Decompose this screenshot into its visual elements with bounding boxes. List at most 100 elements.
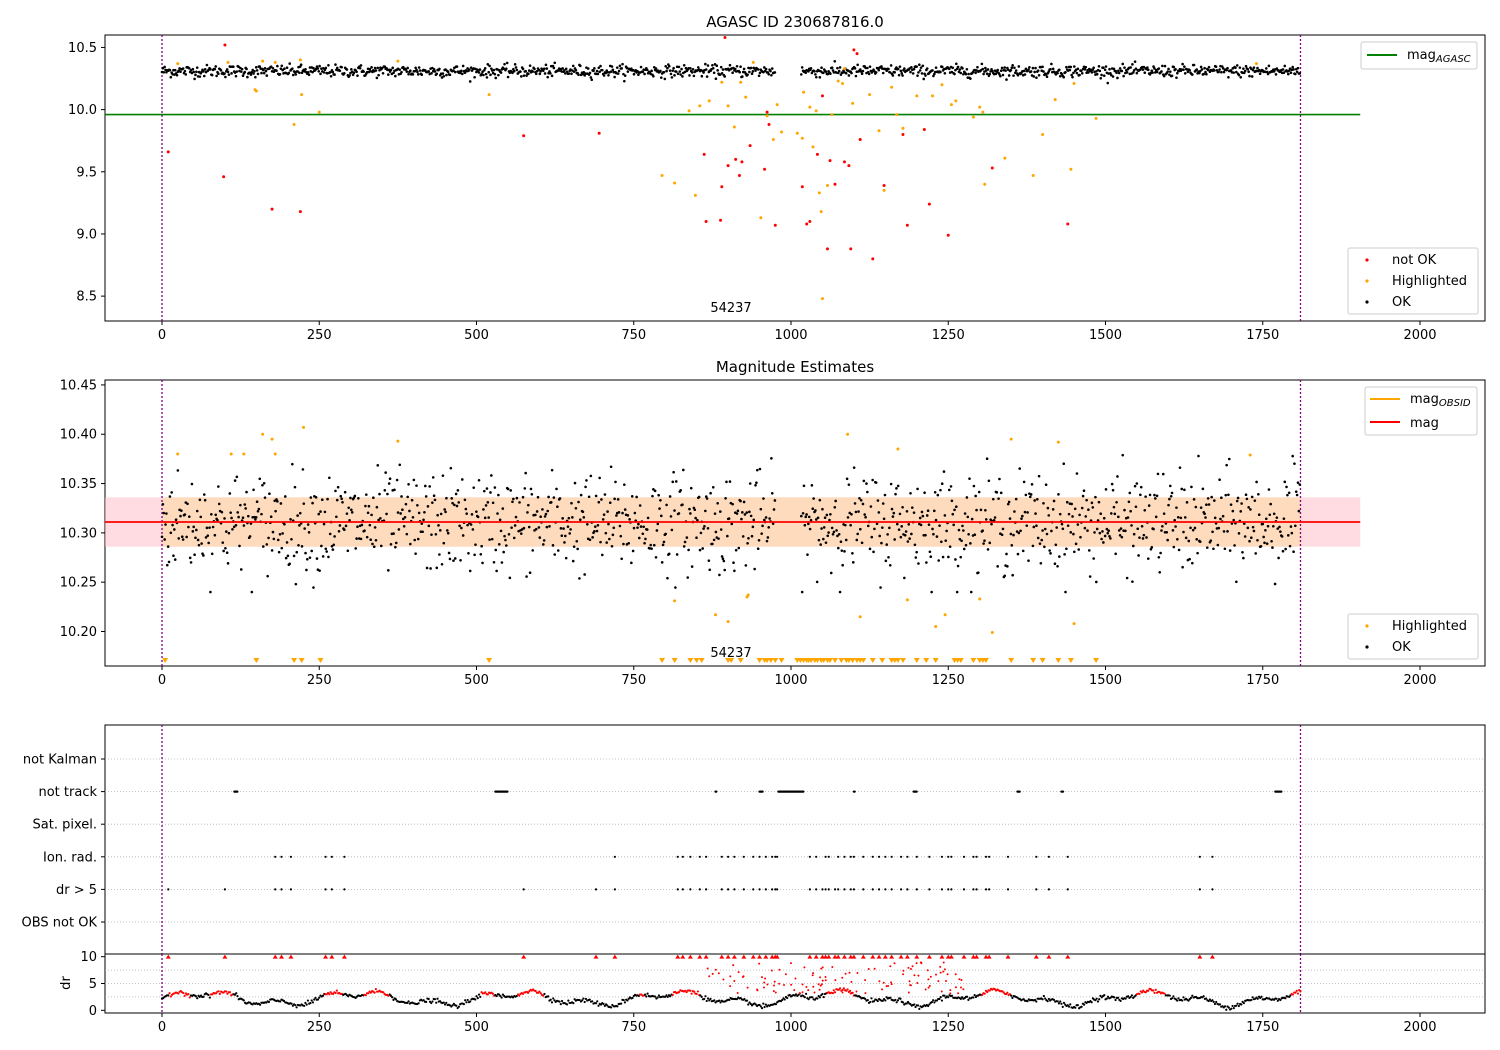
highlighted-point: [817, 191, 821, 195]
ok-point: [735, 512, 739, 515]
ok-point: [1295, 70, 1299, 74]
ok-point: [527, 503, 530, 507]
ok-point: [570, 72, 573, 75]
ok-point: [1042, 70, 1045, 73]
ok-point: [356, 525, 359, 529]
ok-point: [217, 72, 220, 76]
ok-point: [335, 498, 339, 502]
ok-point: [372, 496, 375, 500]
ok-point: [252, 488, 255, 492]
ok-point: [1258, 72, 1262, 76]
highlighted-point: [971, 115, 975, 119]
ok-point: [839, 540, 843, 544]
dr-ok-point: [763, 1005, 766, 1009]
ok-point: [932, 509, 936, 513]
ok-point: [1202, 72, 1206, 76]
ok-point: [224, 530, 228, 533]
ok-point: [298, 524, 301, 527]
ok-point: [1213, 499, 1216, 502]
ok-point: [1165, 530, 1169, 534]
ok-point: [1224, 493, 1228, 497]
dr-not-ok-point: [821, 966, 824, 969]
dr-ok-point: [242, 999, 245, 1002]
dr-ok-point: [927, 1004, 930, 1008]
clipped-highlighted-marker: [767, 658, 774, 663]
ok-point: [571, 64, 575, 68]
ok-point: [1189, 526, 1192, 530]
ok-point: [912, 67, 916, 71]
ok-point: [411, 73, 415, 76]
highlighted-point: [802, 90, 806, 94]
ok-point: [465, 512, 468, 515]
dr-ok-point: [235, 992, 238, 995]
ok-point: [519, 75, 523, 78]
dr-ok-point: [1026, 1000, 1029, 1003]
ok-point: [167, 560, 171, 564]
ok-point: [258, 65, 262, 68]
ok-point: [1102, 541, 1105, 544]
ok-point: [193, 77, 196, 81]
ok-point: [1133, 60, 1137, 63]
ok-point: [881, 502, 885, 505]
dr-ok-point: [959, 997, 962, 1000]
ok-point: [1113, 512, 1117, 516]
ok-point: [230, 72, 233, 75]
panel-2-annotation: 54237: [710, 646, 751, 661]
ok-point: [537, 526, 541, 529]
ok-point: [187, 67, 191, 70]
dr-ok-point: [290, 1002, 293, 1005]
ok-point: [824, 541, 828, 544]
ok-point: [531, 70, 535, 73]
ok-point: [1022, 480, 1026, 484]
dr-clipped-marker: [731, 954, 737, 959]
ok-point: [621, 511, 624, 515]
ok-point: [294, 582, 298, 586]
ok-point: [609, 70, 613, 73]
ok-point: [1221, 67, 1225, 70]
dr-clipped-marker: [826, 954, 832, 959]
ok-point: [198, 498, 202, 502]
ok-point: [965, 67, 969, 71]
ok-point: [394, 541, 398, 545]
dr-not-ok-point: [226, 992, 229, 995]
ok-point: [601, 68, 604, 72]
ok-point: [278, 72, 282, 76]
dr-ok-point: [1232, 1007, 1235, 1010]
ok-point: [591, 536, 594, 539]
ok-point: [1243, 535, 1247, 538]
ok-point: [947, 67, 951, 71]
ok-point: [1136, 527, 1140, 531]
ok-point: [661, 543, 665, 547]
ok-point: [512, 69, 516, 73]
dr-clipped-marker: [945, 954, 951, 959]
ok-point: [191, 530, 195, 533]
ok-point: [1036, 69, 1040, 72]
ok-point: [1252, 529, 1256, 533]
ok-point: [499, 529, 503, 533]
ok-point: [720, 555, 724, 558]
ok-point: [571, 559, 575, 563]
ok-point: [1043, 545, 1046, 549]
ok-point: [690, 565, 694, 568]
ok-point: [614, 480, 617, 484]
ok-point: [329, 74, 333, 78]
dr-ok-point: [928, 1003, 931, 1006]
clipped-highlighted-marker: [162, 658, 169, 663]
ok-point: [561, 517, 564, 520]
ok-point: [906, 540, 910, 543]
ion-rad-point: [877, 855, 881, 858]
ok-point: [1192, 63, 1196, 67]
ok-point: [1048, 549, 1051, 552]
dr-flag-point: [928, 888, 931, 891]
ok-point: [508, 576, 512, 580]
ok-point: [1068, 68, 1072, 72]
ok-point: [622, 542, 625, 546]
ok-point: [1179, 516, 1183, 520]
ok-point: [497, 73, 500, 77]
dr-ok-point: [1116, 996, 1120, 999]
ok-point: [1181, 565, 1184, 569]
ok-point: [430, 533, 433, 536]
ok-point: [1234, 66, 1237, 70]
ok-point: [659, 498, 662, 502]
ok-point: [600, 498, 603, 501]
